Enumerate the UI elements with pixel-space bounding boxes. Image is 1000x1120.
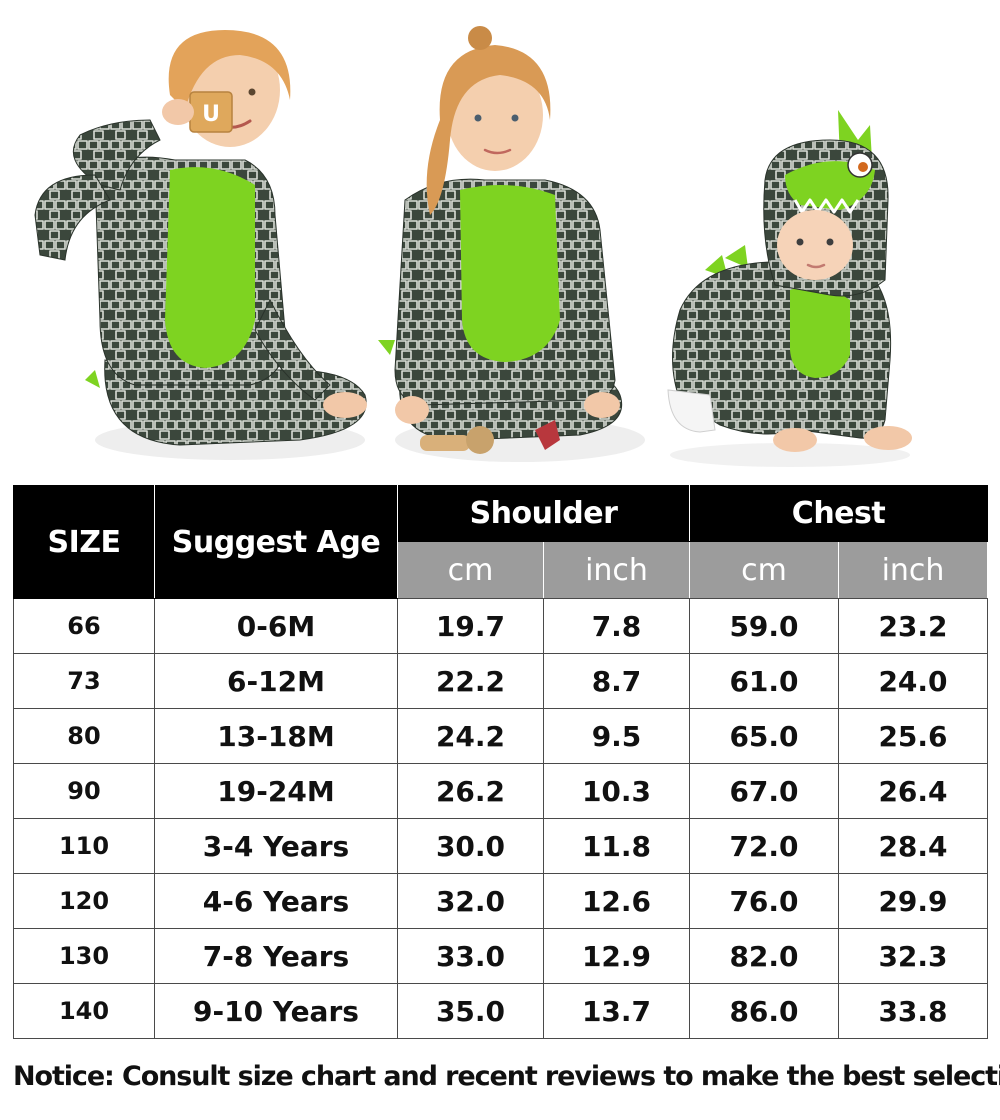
table-row: 130 7-8 Years 33.0 12.9 82.0 32.3	[13, 928, 989, 984]
notice-text: Notice: Consult size chart and recent re…	[13, 1061, 1000, 1092]
table-row: 90 19-24M 26.2 10.3 67.0 26.4	[13, 763, 989, 819]
cell-chest-cm: 65.0	[689, 708, 839, 764]
table-row: 66 0-6M 19.7 7.8 59.0 23.2	[13, 598, 989, 654]
cell-size: 73	[13, 653, 155, 709]
cell-size: 110	[13, 818, 155, 874]
header-shoulder: Shoulder	[397, 485, 690, 542]
cell-shoulder-inch: 13.7	[543, 983, 690, 1039]
cell-shoulder-inch: 12.6	[543, 873, 690, 929]
cell-chest-cm: 59.0	[689, 598, 839, 654]
cell-age: 7-8 Years	[154, 928, 398, 984]
cell-chest-cm: 67.0	[689, 763, 839, 819]
cell-chest-inch: 25.6	[837, 708, 989, 764]
size-chart-table: SIZE Suggest Age Shoulder Chest cm inch …	[13, 485, 989, 1039]
child-photo-2	[378, 26, 645, 462]
table-row: 140 9-10 Years 35.0 13.7 86.0 33.8	[13, 983, 989, 1039]
cell-shoulder-cm: 33.0	[397, 928, 544, 984]
child-photo-1: U	[34, 30, 367, 460]
cell-chest-cm: 72.0	[689, 818, 839, 874]
cell-age: 9-10 Years	[154, 983, 398, 1039]
cell-chest-cm: 82.0	[689, 928, 839, 984]
cell-age: 0-6M	[154, 598, 398, 654]
cell-chest-cm: 76.0	[689, 873, 839, 929]
cell-shoulder-cm: 35.0	[397, 983, 544, 1039]
header-size: SIZE	[13, 485, 155, 599]
cell-chest-inch: 32.3	[837, 928, 989, 984]
header-chest-inch: inch	[837, 541, 989, 599]
cell-age: 3-4 Years	[154, 818, 398, 874]
cell-shoulder-cm: 19.7	[397, 598, 544, 654]
cell-age: 19-24M	[154, 763, 398, 819]
cell-chest-inch: 33.8	[837, 983, 989, 1039]
cell-chest-cm: 86.0	[689, 983, 839, 1039]
cell-chest-inch: 24.0	[837, 653, 989, 709]
cell-size: 90	[13, 763, 155, 819]
cell-shoulder-inch: 10.3	[543, 763, 690, 819]
cell-chest-cm: 61.0	[689, 653, 839, 709]
product-photos: U	[0, 0, 1000, 475]
cell-shoulder-cm: 32.0	[397, 873, 544, 929]
header-suggest-age: Suggest Age	[154, 485, 398, 599]
cell-chest-inch: 26.4	[837, 763, 989, 819]
header-chest: Chest	[688, 485, 989, 542]
cell-age: 6-12M	[154, 653, 398, 709]
cell-shoulder-inch: 11.8	[543, 818, 690, 874]
cell-chest-inch: 23.2	[837, 598, 989, 654]
cell-size: 140	[13, 983, 155, 1039]
cell-shoulder-inch: 7.8	[543, 598, 690, 654]
cell-size: 130	[13, 928, 155, 984]
cell-age: 4-6 Years	[154, 873, 398, 929]
block-letter: U	[202, 102, 220, 127]
table-row: 110 3-4 Years 30.0 11.8 72.0 28.4	[13, 818, 989, 874]
table-row: 120 4-6 Years 32.0 12.6 76.0 29.9	[13, 873, 989, 929]
cell-size: 66	[13, 598, 155, 654]
cell-shoulder-inch: 12.9	[543, 928, 690, 984]
cell-shoulder-cm: 30.0	[397, 818, 544, 874]
table-row: 73 6-12M 22.2 8.7 61.0 24.0	[13, 653, 989, 709]
cell-shoulder-cm: 22.2	[397, 653, 544, 709]
cell-shoulder-cm: 24.2	[397, 708, 544, 764]
header-shoulder-inch: inch	[543, 541, 690, 599]
cell-chest-inch: 29.9	[837, 873, 989, 929]
table-row: 80 13-18M 24.2 9.5 65.0 25.6	[13, 708, 989, 764]
cell-shoulder-inch: 9.5	[543, 708, 690, 764]
cell-shoulder-cm: 26.2	[397, 763, 544, 819]
cell-size: 120	[13, 873, 155, 929]
cell-chest-inch: 28.4	[837, 818, 989, 874]
cell-size: 80	[13, 708, 155, 764]
cell-age: 13-18M	[154, 708, 398, 764]
cell-shoulder-inch: 8.7	[543, 653, 690, 709]
header-chest-cm: cm	[689, 541, 839, 599]
child-photo-3	[667, 110, 912, 467]
header-shoulder-cm: cm	[397, 541, 544, 599]
